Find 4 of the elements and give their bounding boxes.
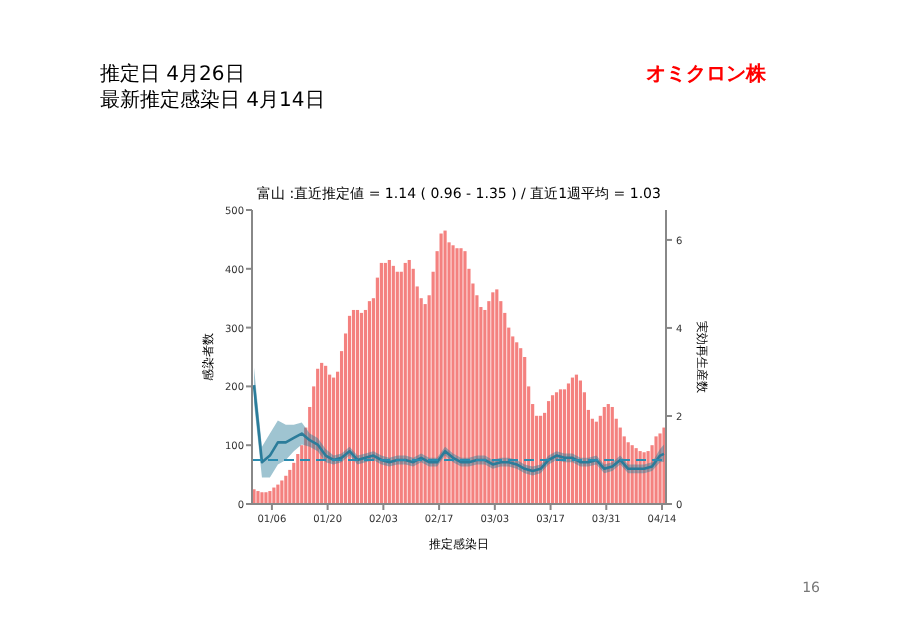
text: 推定日 4月26日 xyxy=(100,62,245,86)
line-series xyxy=(252,383,666,473)
text: 最新推定感染日 4月14日 xyxy=(100,88,325,112)
text: オミクロン株 xyxy=(646,62,768,86)
